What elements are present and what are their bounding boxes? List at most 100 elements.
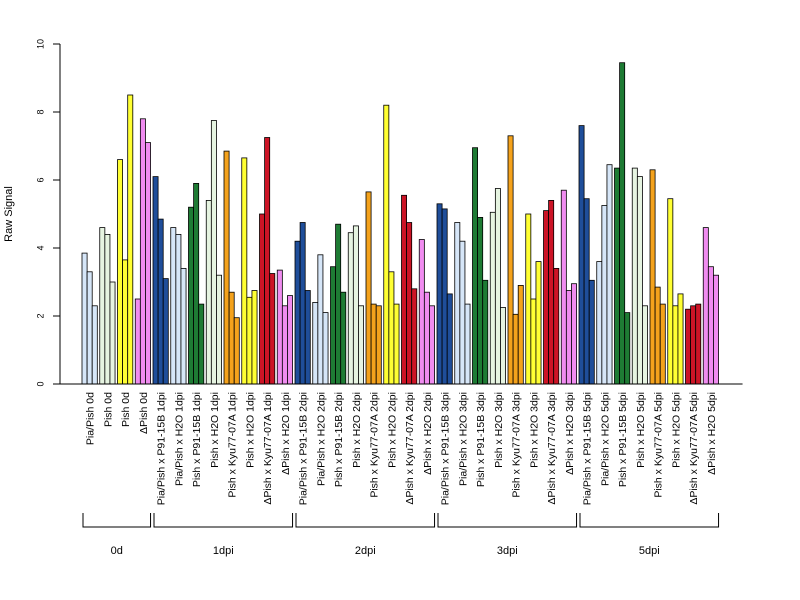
- bar: [180, 267, 187, 385]
- time-group-bracket: [579, 513, 720, 528]
- bar: [81, 252, 88, 385]
- bar: [375, 305, 382, 385]
- bar: [210, 120, 217, 385]
- bar: [667, 198, 674, 385]
- y-tick-label: 10: [35, 39, 45, 49]
- bar: [596, 261, 603, 385]
- bar: [406, 222, 413, 385]
- bar: [707, 266, 714, 385]
- bar: [685, 308, 691, 385]
- bar: [317, 254, 324, 385]
- bar: [117, 159, 123, 385]
- bar: [264, 137, 271, 385]
- x-tick-label: Pish x Kyu77-07A 3dpi: [511, 392, 523, 498]
- bar: [145, 142, 151, 385]
- bar: [441, 208, 448, 385]
- bar: [624, 312, 631, 385]
- bar: [162, 278, 169, 385]
- bar: [99, 227, 106, 385]
- x-tick-label: Pish x H2O 5dpi: [670, 392, 682, 468]
- bar: [677, 293, 684, 385]
- y-tick-label: 2: [35, 313, 45, 318]
- bar: [175, 233, 182, 385]
- x-tick-label: Pia/Pish x P91-15B 1dpi: [156, 392, 168, 505]
- x-tick-label: ΔPish 0d: [138, 392, 150, 434]
- bar: [134, 298, 141, 385]
- bar: [365, 191, 372, 385]
- bar: [281, 305, 288, 385]
- x-tick-labels: Pia/Pish 0d Pish 0d Pish 0d ΔPish 0d Pia/Pis…: [85, 392, 718, 505]
- time-group-bracket: [153, 513, 294, 528]
- bar: [548, 199, 555, 385]
- bar: [322, 312, 329, 385]
- bar: [330, 266, 336, 385]
- y-axis: 0 2 4 6 8 10: [35, 39, 61, 387]
- bar: [672, 305, 679, 385]
- x-tick-label: Pia/Pish x H2O 1dpi: [173, 392, 185, 486]
- bar: [287, 295, 293, 385]
- bar: [216, 274, 222, 385]
- bar: [702, 227, 709, 385]
- bar: [223, 150, 230, 385]
- bar: [560, 189, 567, 385]
- bar: [170, 227, 177, 385]
- bar: [494, 188, 501, 385]
- x-tick-label: ΔPish x Kyu77-07A 5dpi: [688, 392, 700, 505]
- bar: [251, 290, 258, 385]
- x-tick-label: Pish 0d: [120, 392, 132, 427]
- bar: [507, 135, 514, 385]
- bar: [370, 303, 377, 385]
- bar: [512, 313, 519, 385]
- bar: [228, 291, 235, 385]
- x-tick-label: Pish x P91-15B 5dpi: [617, 392, 629, 487]
- time-group-label: 5dpi: [639, 545, 660, 557]
- bar: [299, 222, 306, 385]
- bar: [525, 213, 532, 385]
- bar: [530, 298, 537, 385]
- time-group-label: 0d: [111, 545, 123, 557]
- x-tick-label: Pia/Pish 0d: [85, 392, 97, 445]
- bar: [358, 305, 364, 385]
- bar: [193, 182, 200, 385]
- bar: [477, 216, 484, 385]
- x-tick-label: Pish x H2O 3dpi: [493, 392, 505, 468]
- bar: [233, 317, 240, 385]
- bar: [352, 225, 359, 385]
- x-tick-label: Pish x H2O 1dpi: [244, 392, 256, 468]
- time-group-brackets: 0d 1dpi 2dpi 3dpi 5dpi: [82, 513, 720, 557]
- x-tick-label: Pish x P91-15B 3dpi: [475, 392, 487, 487]
- bar: [304, 290, 311, 385]
- bar: [139, 118, 146, 385]
- x-tick-label: ΔPish x H2O 3dpi: [564, 392, 576, 475]
- x-tick-label: ΔPish x Kyu77-07A 1dpi: [262, 392, 274, 505]
- time-group-bracket: [437, 513, 578, 528]
- x-tick-label: Pish x H2O 5dpi: [635, 392, 647, 468]
- bar: [578, 125, 585, 385]
- bar: [91, 305, 98, 385]
- bar: [152, 176, 159, 385]
- x-tick-label: ΔPish x Kyu77-07A 3dpi: [546, 392, 558, 505]
- y-axis-label: Raw Signal: [3, 186, 15, 242]
- bar: [401, 194, 407, 385]
- bar: [454, 222, 461, 385]
- time-group-bracket: [295, 513, 436, 528]
- bar: [583, 198, 590, 385]
- bar: [418, 239, 425, 385]
- bar: [601, 205, 608, 385]
- bar: [459, 240, 466, 385]
- x-tick-label: Pish x H2O 2dpi: [351, 392, 363, 468]
- x-tick-label: ΔPish x Kyu77-07A 2dpi: [404, 392, 416, 505]
- x-tick-label: Pish x H2O 2dpi: [386, 392, 398, 468]
- time-group-bracket: [82, 513, 152, 528]
- bar: [446, 293, 453, 385]
- bar: [393, 303, 400, 385]
- x-tick-label: Pish x H2O 1dpi: [209, 392, 221, 468]
- bar: [388, 271, 395, 385]
- x-tick-label: ΔPish x H2O 5dpi: [706, 392, 718, 475]
- y-tick-label: 0: [35, 381, 45, 386]
- bar: [276, 269, 283, 385]
- bar: [383, 104, 390, 385]
- x-tick-label: Pia/Pish x H2O 3dpi: [457, 392, 469, 486]
- bar: [157, 218, 164, 385]
